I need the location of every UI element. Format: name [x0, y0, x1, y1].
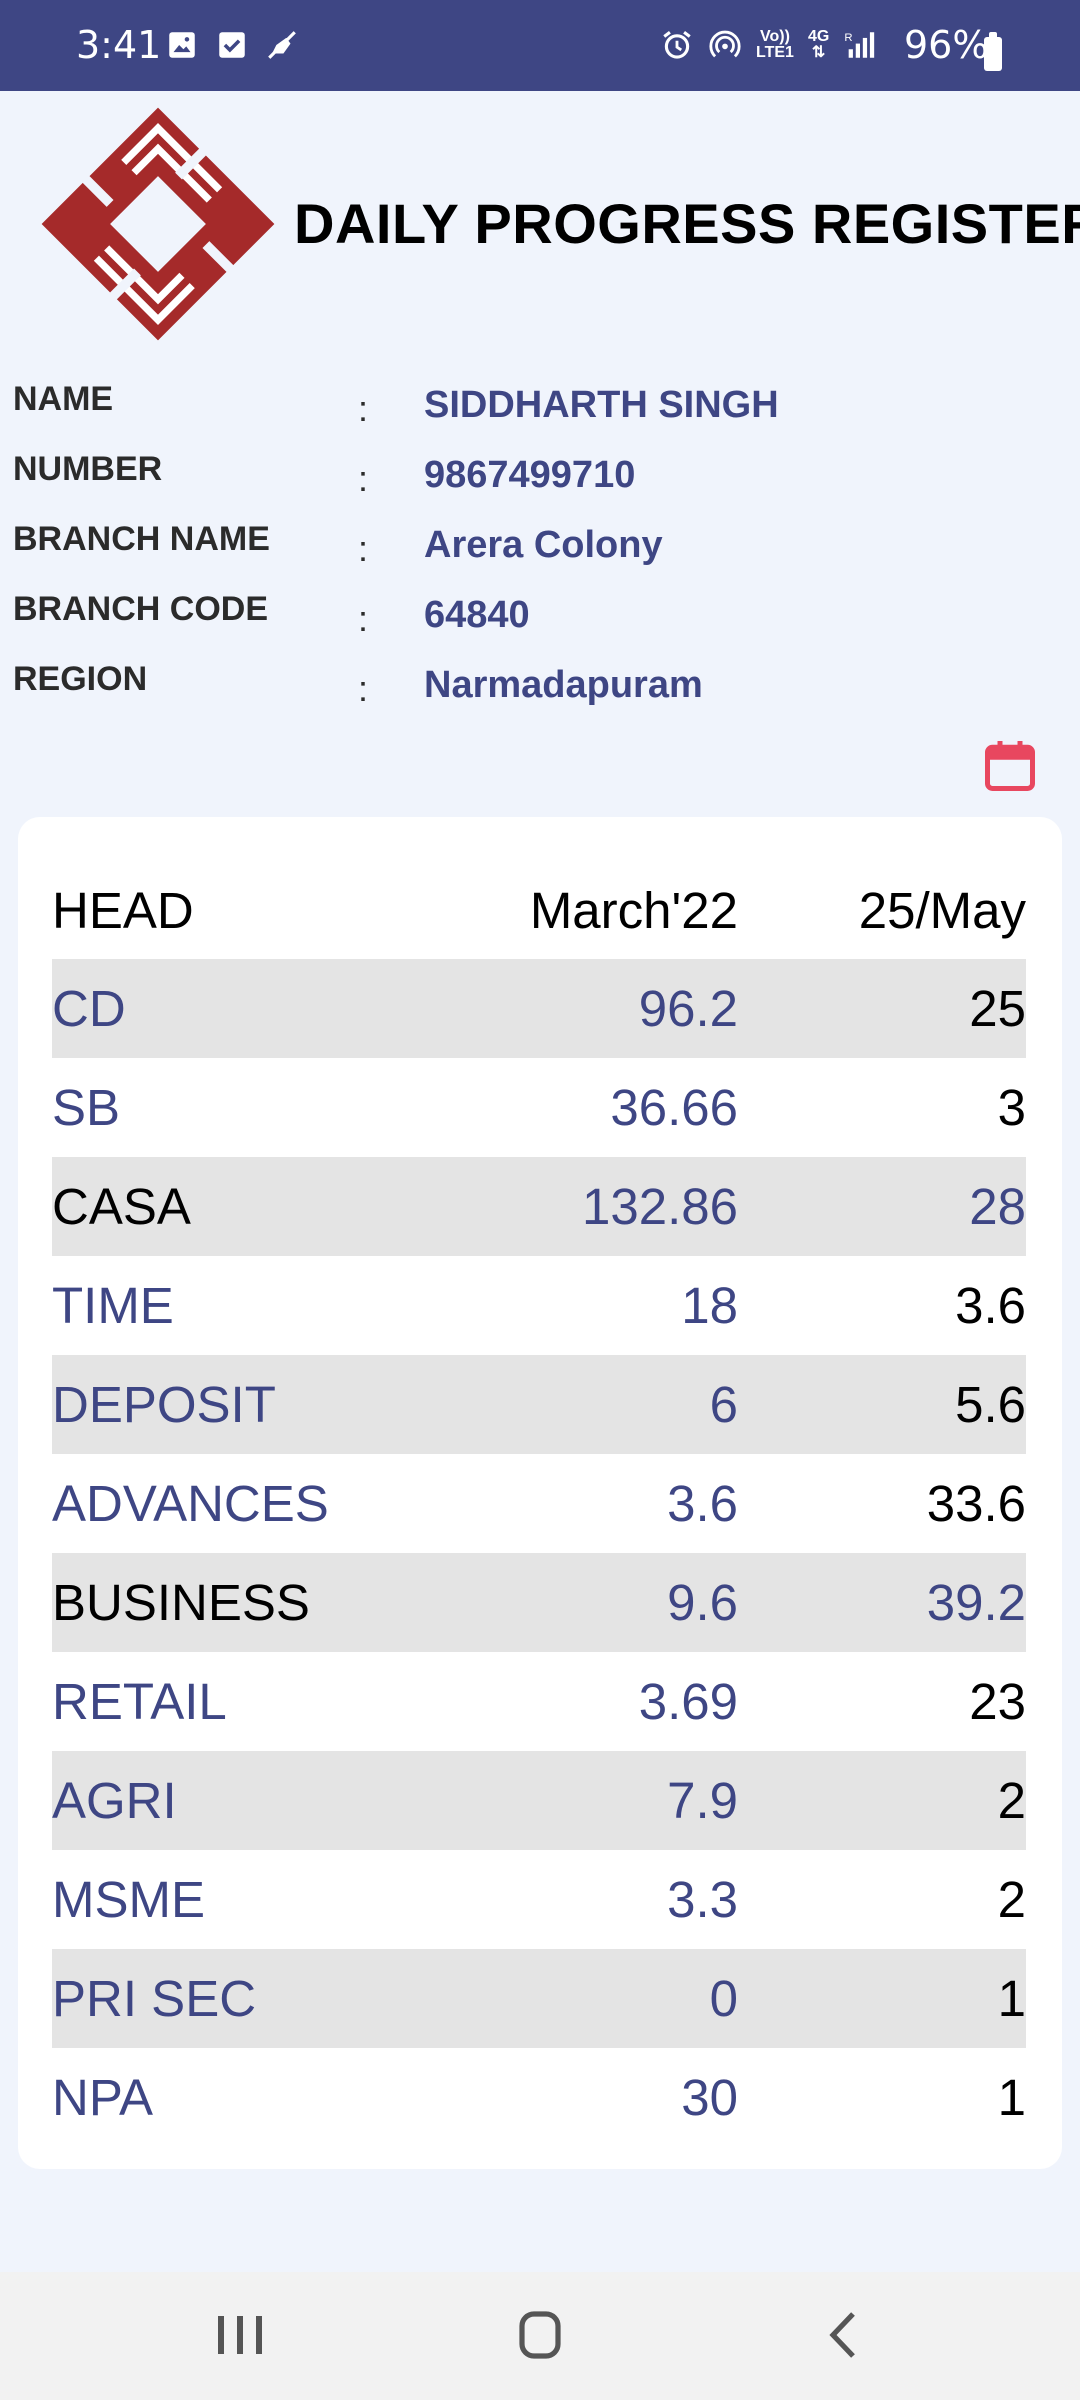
alarm-icon — [663, 31, 691, 59]
table-row: NPA 30 1 — [52, 2048, 1026, 2147]
table-row: MSME 3.3 2 — [52, 1850, 1026, 1949]
checkbox-icon — [219, 32, 245, 58]
info-colon: : — [358, 528, 369, 569]
info-value: Arera Colony — [424, 524, 663, 566]
row-head: TIME — [52, 1277, 174, 1334]
svg-text:R: R — [845, 32, 853, 44]
row-head: AGRI — [52, 1772, 177, 1829]
navigation-bar — [0, 2272, 1080, 2400]
row-march: 6 — [709, 1376, 738, 1433]
info-label: BRANCH NAME — [13, 520, 270, 558]
row-head: MSME — [52, 1871, 205, 1928]
row-date: 39.2 — [926, 1574, 1026, 1631]
page-title: DAILY PROGRESS REGISTER — [294, 192, 1080, 255]
row-march: 132.86 — [582, 1178, 738, 1235]
info-row-branch-code: BRANCH CODE : 64840 — [0, 590, 1080, 660]
volte-icon: Vo)) LTE1 — [756, 28, 794, 61]
row-march: 3.3 — [667, 1871, 738, 1928]
table-row: SB 36.66 3 — [52, 1058, 1026, 1157]
progress-table-card: HEAD March'22 25/May CD 96.2 25 SB 36.66… — [18, 817, 1062, 2169]
row-date: 3 — [997, 1079, 1026, 1136]
table-row: PRI SEC 0 1 — [52, 1949, 1026, 2048]
info-colon: : — [358, 598, 369, 639]
row-march: 18 — [681, 1277, 738, 1334]
info-label: REGION — [13, 660, 148, 698]
info-label: NUMBER — [13, 450, 163, 488]
row-march: 30 — [681, 2069, 738, 2126]
row-date: 3.6 — [955, 1277, 1026, 1334]
row-march: 7.9 — [667, 1772, 738, 1829]
hotspot-icon — [709, 30, 741, 58]
info-colon: : — [358, 388, 369, 429]
row-march: 0 — [709, 1970, 738, 2027]
row-head: CASA — [52, 1178, 191, 1235]
row-head: SB — [52, 1079, 121, 1136]
table-row: CD 96.2 25 — [52, 959, 1026, 1058]
row-head: DEPOSIT — [52, 1376, 276, 1433]
info-row-number: NUMBER : 9867499710 — [0, 450, 1080, 520]
row-head: CD — [52, 980, 126, 1037]
row-date: 1 — [997, 1970, 1026, 2027]
info-value: 64840 — [424, 594, 530, 636]
progress-table: HEAD March'22 25/May CD 96.2 25 SB 36.66… — [52, 863, 1026, 2147]
table-row: DEPOSIT 6 5.6 — [52, 1355, 1026, 1454]
back-icon[interactable] — [805, 2302, 885, 2368]
table-row: TIME 18 3.6 — [52, 1256, 1026, 1355]
row-date: 33.6 — [926, 1475, 1026, 1532]
info-value: 9867499710 — [424, 454, 636, 496]
row-date: 2 — [997, 1871, 1026, 1928]
row-head: PRI SEC — [52, 1970, 257, 2027]
home-icon[interactable] — [500, 2302, 580, 2368]
info-row-branch-name: BRANCH NAME : Arera Colony — [0, 520, 1080, 590]
table-header: HEAD March'22 25/May — [52, 863, 1026, 959]
row-march: 96.2 — [638, 980, 738, 1037]
row-date: 23 — [969, 1673, 1026, 1730]
info-colon: : — [358, 458, 369, 499]
table-row: AGRI 7.9 2 — [52, 1751, 1026, 1850]
row-date: 25 — [969, 980, 1026, 1037]
header-date: 25/May — [858, 882, 1026, 939]
row-march: 3.69 — [638, 1673, 738, 1730]
table-row: CASA 132.86 28 — [52, 1157, 1026, 1256]
row-march: 36.66 — [610, 1079, 738, 1136]
row-march: 9.6 — [667, 1574, 738, 1631]
info-label: BRANCH CODE — [13, 590, 268, 628]
info-row-name: NAME : SIDDHARTH SINGH — [0, 380, 1080, 450]
calendar-icon[interactable] — [980, 736, 1040, 796]
status-bar: 3:41 Vo)) LTE1 4G ⇅ R 96% — [0, 0, 1080, 91]
table-row: RETAIL 3.69 23 — [52, 1652, 1026, 1751]
row-date: 2 — [997, 1772, 1026, 1829]
info-label: NAME — [13, 380, 114, 418]
info-value: Narmadapuram — [424, 664, 703, 706]
user-info: NAME : SIDDHARTH SINGH NUMBER : 98674997… — [0, 380, 1080, 730]
signal-icon: R — [845, 32, 875, 58]
row-head: RETAIL — [52, 1673, 227, 1730]
info-value: SIDDHARTH SINGH — [424, 384, 779, 426]
row-date: 1 — [997, 2069, 1026, 2126]
4g-icon: 4G ⇅ — [807, 28, 830, 61]
mute-icon — [268, 31, 296, 59]
info-colon: : — [358, 668, 369, 709]
header-head: HEAD — [52, 882, 194, 939]
table-row: ADVANCES 3.6 33.6 — [52, 1454, 1026, 1553]
row-date: 5.6 — [955, 1376, 1026, 1433]
battery-percent: 96% — [904, 23, 989, 67]
header-march: March'22 — [529, 882, 738, 939]
row-head: BUSINESS — [52, 1574, 310, 1631]
bank-logo — [41, 107, 275, 341]
table-row: BUSINESS 9.6 39.2 — [52, 1553, 1026, 1652]
info-row-region: REGION : Narmadapuram — [0, 660, 1080, 730]
row-march: 3.6 — [667, 1475, 738, 1532]
image-icon — [169, 32, 195, 58]
row-date: 28 — [969, 1178, 1026, 1235]
battery-icon — [984, 32, 1002, 71]
status-time: 3:41 — [76, 23, 162, 67]
recents-icon[interactable] — [200, 2302, 280, 2368]
row-head: NPA — [52, 2069, 154, 2126]
row-head: ADVANCES — [52, 1475, 329, 1532]
